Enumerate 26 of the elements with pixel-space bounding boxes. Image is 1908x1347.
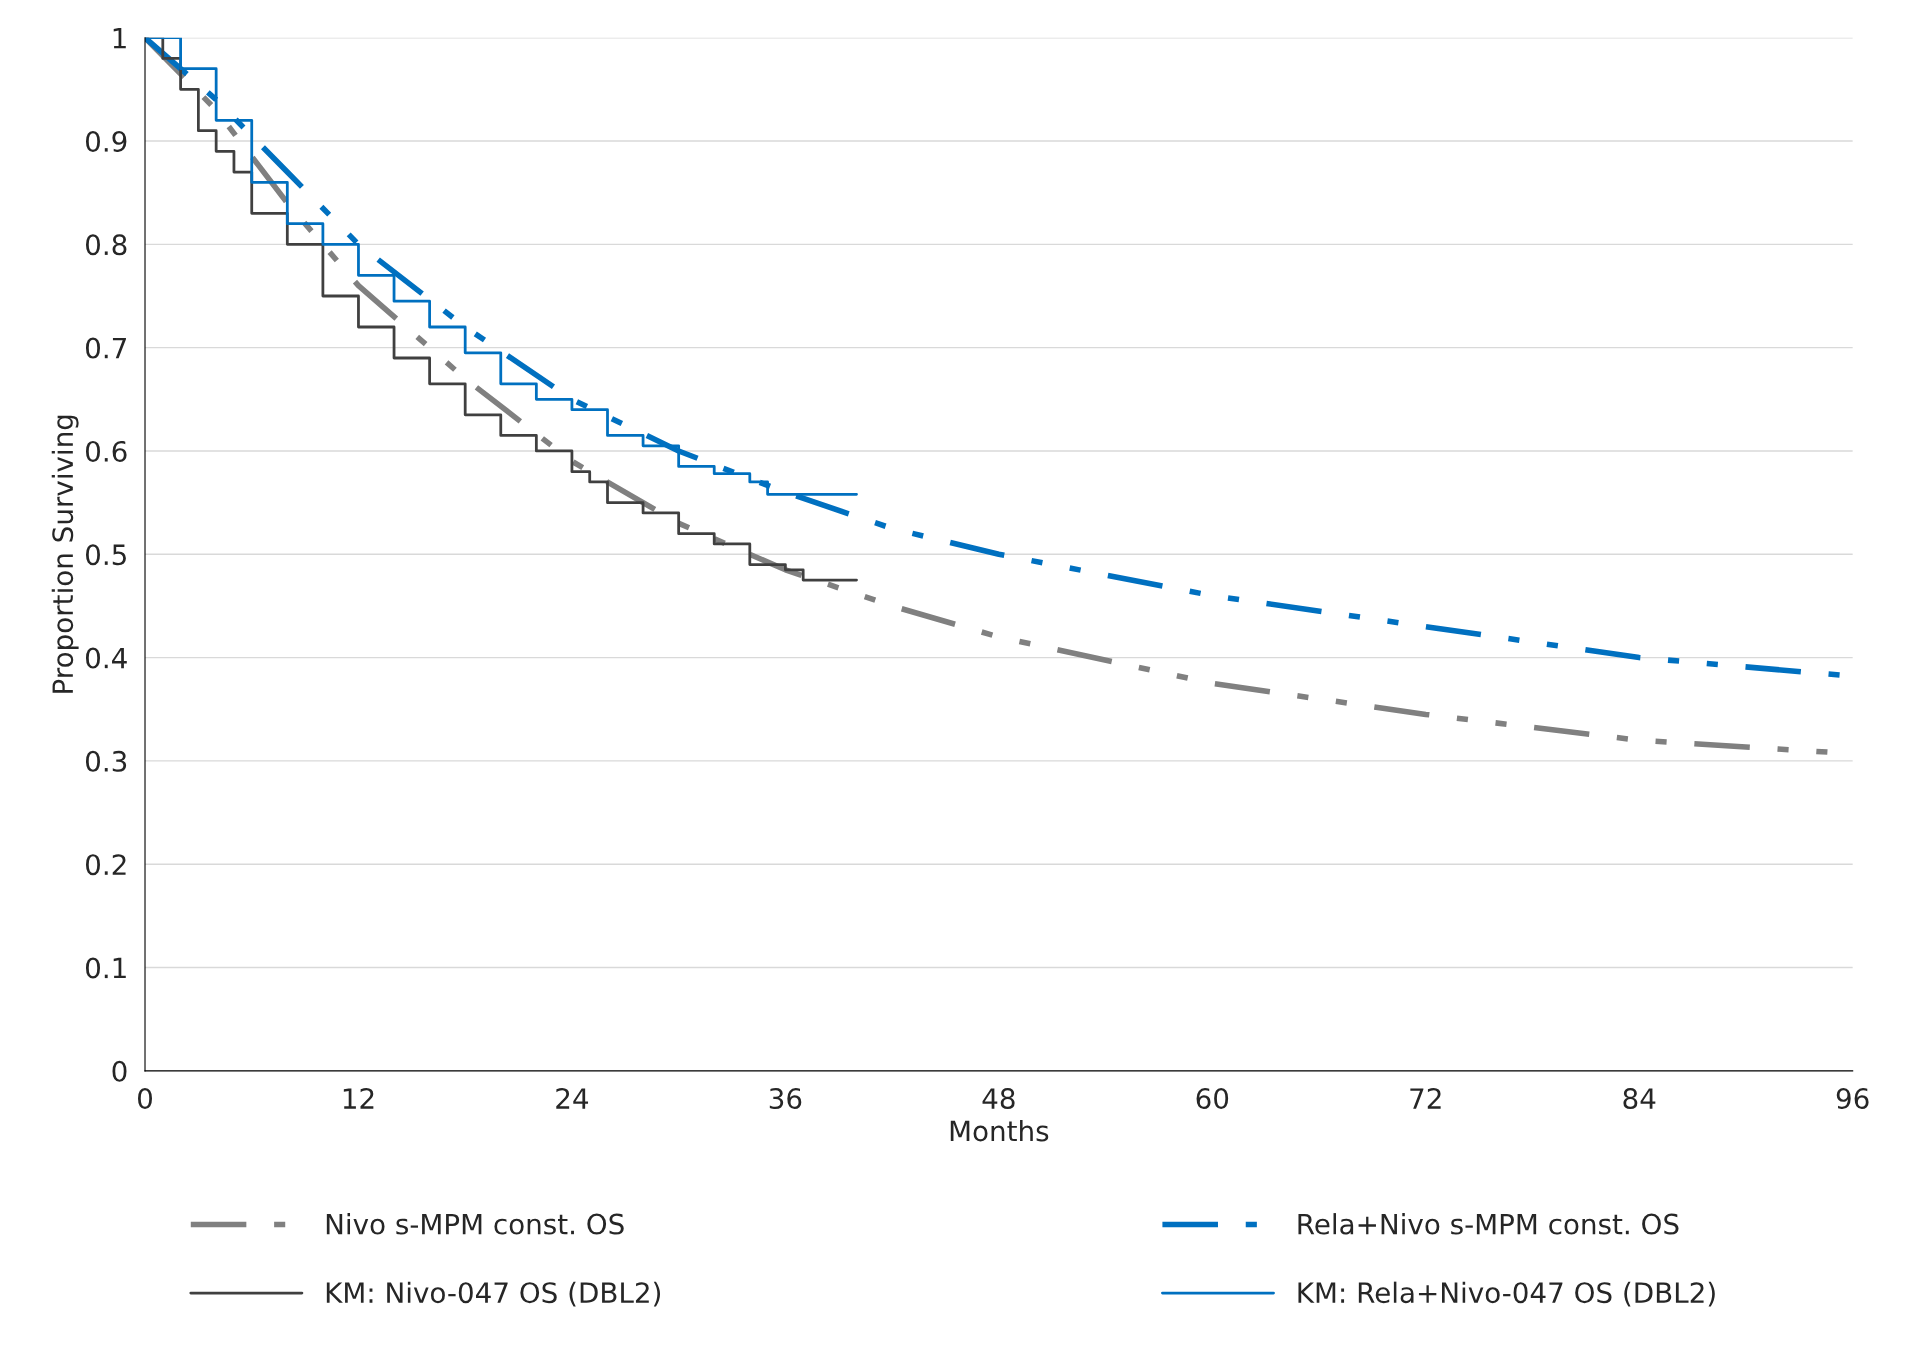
legend-label: KM: Rela+Nivo-047 OS (DBL2) bbox=[1298, 1281, 1715, 1307]
y-tick-label: 0.6 bbox=[86, 440, 127, 462]
legend-label: KM: Nivo-047 OS (DBL2) bbox=[326, 1281, 661, 1307]
y-tick-label: 0.4 bbox=[86, 647, 127, 669]
x-tick-label: 60 bbox=[1196, 1088, 1229, 1110]
y-tick-label: 1 bbox=[113, 28, 126, 49]
y-axis-title: Proportion Surviving bbox=[51, 415, 79, 693]
y-tick-label: 0.1 bbox=[86, 957, 126, 979]
legend-label: Rela+Nivo s-MPM const. OS bbox=[1298, 1213, 1679, 1235]
y-tick-label: 0 bbox=[112, 1060, 127, 1082]
x-tick-label: 72 bbox=[1410, 1088, 1441, 1109]
x-tick-label: 84 bbox=[1623, 1088, 1656, 1110]
y-tick-label: 0.9 bbox=[86, 130, 127, 152]
x-tick-label: 12 bbox=[343, 1088, 374, 1109]
x-tick-label: 0 bbox=[138, 1088, 152, 1110]
y-tick-label: 0.8 bbox=[86, 234, 127, 256]
legend-label: Nivo s-MPM const. OS bbox=[326, 1213, 624, 1235]
y-tick-label: 0.5 bbox=[86, 544, 126, 566]
x-tick-label: 96 bbox=[1836, 1088, 1869, 1110]
x-tick-label: 48 bbox=[982, 1088, 1015, 1110]
x-tick-label: 24 bbox=[556, 1088, 589, 1109]
x-tick-label: 36 bbox=[769, 1088, 802, 1110]
y-tick-label: 0.7 bbox=[86, 337, 126, 359]
y-tick-label: 0.2 bbox=[86, 854, 126, 876]
x-axis-title: Months bbox=[950, 1119, 1049, 1142]
y-tick-label: 0.3 bbox=[86, 750, 127, 772]
